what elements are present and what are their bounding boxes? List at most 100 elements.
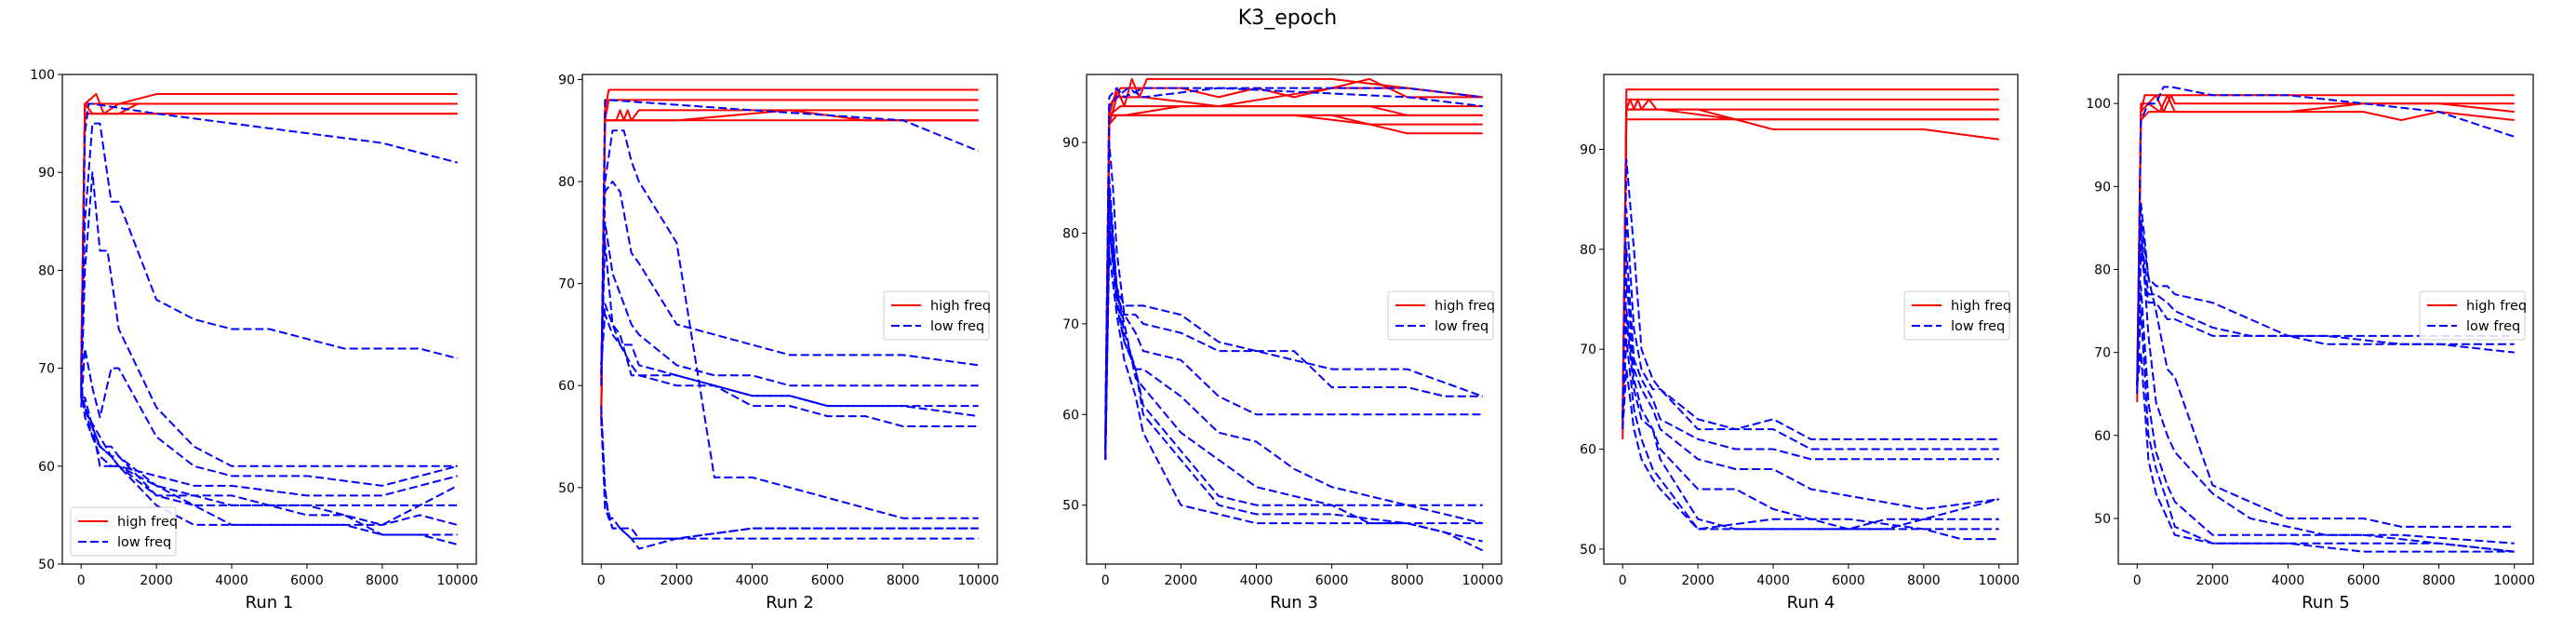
series-line-low-freq-10 <box>2136 226 2515 545</box>
series-line-high-freq-4 <box>80 102 458 379</box>
x-tick-label: 0 <box>1619 573 1627 588</box>
legend-label-low-freq: low freq <box>2466 319 2520 334</box>
x-tick-label: 2000 <box>1681 573 1715 588</box>
legend-box <box>70 506 177 557</box>
series-line-low-freq-13 <box>1104 141 1483 451</box>
series-line-low-freq-9 <box>1104 87 1483 451</box>
x-tick-label: 8000 <box>2423 573 2456 588</box>
series-line-low-freq-17 <box>1104 222 1484 552</box>
series-line-low-freq-12 <box>2136 310 2515 553</box>
y-tick-label: 60 <box>38 460 55 475</box>
series-line-high-freq-5 <box>600 109 979 417</box>
x-axis-label: Run 3 <box>1270 593 1318 612</box>
y-tick-label: 80 <box>38 263 55 278</box>
x-tick-label: 8000 <box>887 573 920 588</box>
series-line-low-freq-8 <box>600 181 979 376</box>
y-tick-label: 70 <box>2094 346 2111 361</box>
x-tick-label: 0 <box>1101 573 1110 588</box>
series-line-low-freq-12 <box>600 313 979 428</box>
series-line-low-freq-18 <box>1104 249 1483 525</box>
y-tick-label: 80 <box>1062 226 1079 241</box>
legend-box <box>1903 290 2010 341</box>
series-line-high-freq-4 <box>1622 118 1999 420</box>
y-tick-label: 90 <box>38 166 55 181</box>
x-tick-label: 6000 <box>2347 573 2381 588</box>
x-tick-label: 6000 <box>290 573 324 588</box>
series-line-high-freq-3 <box>80 93 458 369</box>
y-tick-label: 50 <box>1062 499 1079 514</box>
series-line-high-freq-5 <box>1104 105 1483 442</box>
y-tick-label: 60 <box>1580 443 1596 458</box>
series-line-low-freq-7 <box>600 129 979 519</box>
series-line-high-freq-3 <box>1622 98 1999 430</box>
series-line-low-freq-9 <box>2136 202 2515 528</box>
x-tick-label: 4000 <box>2272 573 2305 588</box>
y-tick-label: 70 <box>1580 343 1596 357</box>
series-line-low-freq-5 <box>2136 86 2516 395</box>
series-line-high-freq-5 <box>1622 108 1999 430</box>
series-line-low-freq-13 <box>600 406 979 540</box>
series-line-low-freq-7 <box>1622 158 1999 440</box>
legend-box <box>883 290 990 341</box>
x-tick-label: 4000 <box>1756 573 1790 588</box>
series-line-low-freq-8 <box>2136 251 2515 386</box>
y-tick-label: 50 <box>38 558 55 572</box>
axes-frame <box>1086 74 1502 565</box>
series-line-low-freq-15 <box>1104 195 1483 543</box>
series-group <box>2136 86 2516 553</box>
series-line-low-freq-13 <box>1622 338 1999 541</box>
legend-label-high-freq: high freq <box>930 299 991 314</box>
series-group <box>1104 77 1484 552</box>
series-line-low-freq-12 <box>1104 186 1483 451</box>
axes-frame <box>2117 74 2534 565</box>
axes-frame <box>581 74 998 565</box>
series-group <box>600 88 980 550</box>
x-axis-label: Run 2 <box>766 593 814 612</box>
series-line-high-freq-2 <box>80 113 458 388</box>
series-line-low-freq-15 <box>80 397 458 536</box>
chart-panel-3: 0 2000 4000 6000 8000 10000 50 60 70 80 90 Run 3 hig… <box>1062 74 1503 612</box>
series-line-low-freq-9 <box>80 347 459 487</box>
chart-panel-2: 0 2000 4000 6000 8000 10000 50 60 70 80 90 Run 2 hig… <box>558 73 999 612</box>
series-line-high-freq-4 <box>1104 105 1483 451</box>
chart-panel-1: 0 2000 4000 6000 8000 10000 50 60 70 80 90 100 Run 1… <box>30 68 478 612</box>
y-tick-label: 70 <box>1062 317 1079 332</box>
series-line-low-freq-9 <box>600 221 979 387</box>
x-tick-label: 2000 <box>1165 573 1198 588</box>
series-line-low-freq-12 <box>1622 318 1999 531</box>
series-group <box>80 93 459 545</box>
series-line-low-freq-7 <box>2136 235 2515 386</box>
x-tick-label: 0 <box>77 573 86 588</box>
series-group <box>1622 88 2000 541</box>
series-line-high-freq-8 <box>1104 114 1483 451</box>
x-axis-label: Run 5 <box>2302 593 2350 612</box>
series-line-low-freq-11 <box>1622 308 1999 531</box>
axes-frame <box>1603 74 2019 565</box>
series-line-low-freq-11 <box>2136 285 2515 553</box>
series-line-high-freq-3 <box>2136 94 2515 395</box>
x-axis-label: Run 4 <box>1787 593 1835 612</box>
x-tick-label: 8000 <box>1391 573 1424 588</box>
legend-label-low-freq: low freq <box>1435 319 1488 334</box>
y-tick-label: 60 <box>2094 429 2111 444</box>
x-tick-label: 10000 <box>436 573 478 588</box>
legend-label-high-freq: high freq <box>1435 299 1495 314</box>
series-line-low-freq-6 <box>600 99 980 386</box>
series-line-low-freq-8 <box>80 171 458 467</box>
x-tick-label: 8000 <box>366 573 399 588</box>
legend: high freq low freq <box>1387 290 1495 341</box>
series-line-high-freq-3 <box>600 109 979 407</box>
series-line-low-freq-11 <box>81 397 458 506</box>
x-tick-label: 4000 <box>215 573 248 588</box>
x-tick-label: 6000 <box>811 573 845 588</box>
y-tick-label: 80 <box>2094 263 2111 278</box>
series-line-high-freq-4 <box>2136 111 2515 378</box>
series-line-low-freq-14 <box>600 416 979 540</box>
series-line-high-freq-1 <box>1104 77 1483 460</box>
y-tick-label: 50 <box>1580 543 1596 558</box>
legend-label-high-freq: high freq <box>1951 299 2011 314</box>
legend: high freq low freq <box>1903 290 2011 341</box>
legend-label-low-freq: low freq <box>117 535 171 550</box>
